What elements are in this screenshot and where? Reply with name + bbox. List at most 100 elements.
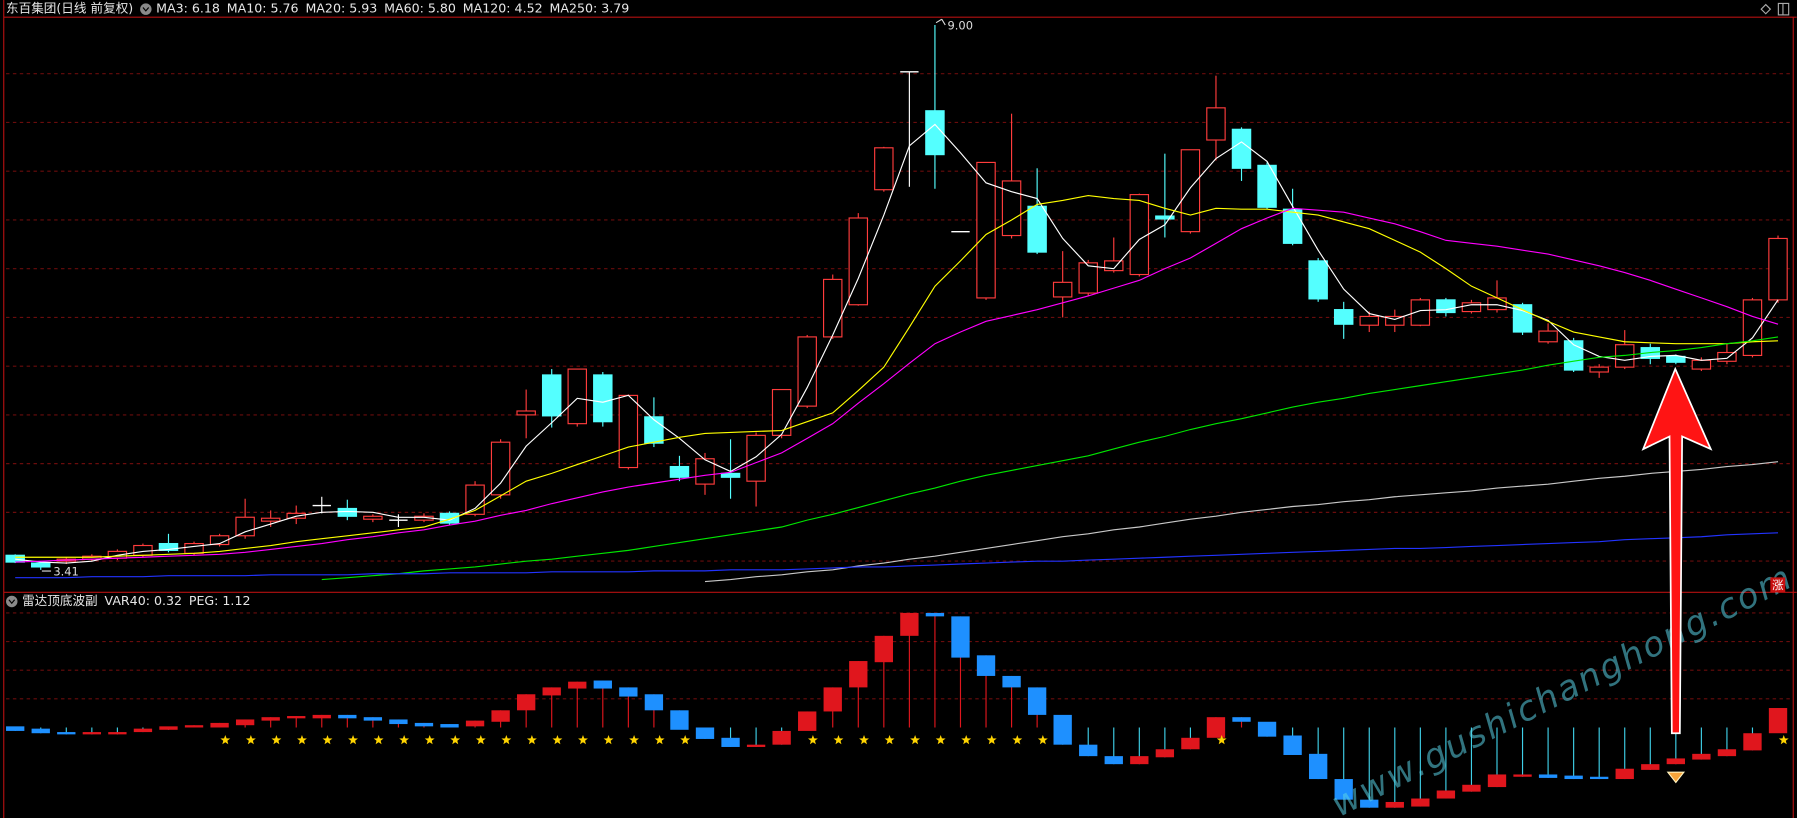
signal-star	[1012, 734, 1023, 745]
signal-star	[935, 734, 946, 745]
signal-star	[884, 734, 895, 745]
max-pointer	[935, 18, 946, 26]
signal-star	[271, 734, 282, 745]
candle-body	[1589, 366, 1609, 373]
indicator-legend: PEG: 1.12	[189, 593, 251, 608]
signal-star	[986, 734, 997, 745]
candle-body	[976, 161, 996, 299]
indicator-bar	[695, 727, 715, 739]
candle-body	[925, 110, 945, 156]
indicator-bar	[108, 732, 127, 735]
indicator-bar	[261, 717, 280, 721]
signal-star	[578, 734, 588, 745]
signal-star	[322, 734, 333, 745]
indicator-bar	[1513, 774, 1532, 777]
signal-star	[475, 734, 486, 745]
candle-body	[541, 374, 562, 417]
candle-body	[567, 368, 587, 425]
candle-body	[1180, 149, 1201, 233]
ma-line	[15, 123, 1779, 564]
candle-body	[1385, 315, 1405, 326]
indicator-bar	[1360, 799, 1379, 808]
indicator-bar	[82, 732, 102, 735]
candle-body	[593, 374, 613, 423]
candle-body	[1231, 128, 1252, 169]
candle-body	[695, 458, 715, 485]
indicator-bar	[1308, 753, 1328, 780]
candle-body	[874, 147, 894, 191]
indicator-bar	[1564, 775, 1583, 780]
ma-line	[15, 532, 1779, 579]
candle-body	[797, 336, 817, 407]
candle-body	[158, 542, 179, 551]
signal-star	[220, 734, 231, 745]
indicator-bar	[721, 737, 740, 747]
marks-layer: 9.00 3.41	[5, 18, 1789, 808]
indicator-bar	[1079, 744, 1098, 757]
indicator-bar	[1717, 749, 1737, 757]
indicator-bar	[1462, 784, 1481, 792]
indicator-bar	[57, 732, 76, 735]
signal-star	[526, 734, 537, 745]
candle-body	[1717, 351, 1737, 362]
signal-star	[424, 734, 435, 745]
indicator-bar	[1334, 779, 1353, 800]
candle-body	[1768, 237, 1788, 301]
legend-toggle-arrow	[8, 599, 16, 605]
indicator-bar	[1666, 758, 1685, 765]
indicator-bar	[849, 661, 868, 688]
candle-body	[1206, 107, 1226, 141]
signal-star	[245, 734, 256, 745]
candle-body	[1104, 260, 1124, 272]
legend-toggle[interactable]	[140, 3, 152, 15]
candle-body	[490, 441, 511, 496]
candle-body	[516, 410, 536, 416]
grid-layer	[6, 73, 1794, 700]
indicator-bar	[1385, 801, 1404, 808]
signal-diamond	[1666, 771, 1686, 784]
chart-title: 东百集团(日线 前复权)	[6, 1, 133, 16]
indicator-bar	[976, 655, 996, 676]
indicator-bar	[287, 716, 306, 719]
signal-star	[807, 734, 818, 745]
indicator-bar	[389, 719, 408, 725]
candle-body	[1563, 340, 1584, 371]
indicator-bar	[1257, 721, 1277, 737]
candle-body	[363, 515, 383, 520]
indicator-bar	[516, 694, 536, 711]
indicator-bar	[1436, 790, 1456, 799]
indicator-bar	[1411, 798, 1430, 807]
indicator-bar	[874, 635, 894, 663]
indicator-bar	[1130, 756, 1149, 765]
indicator-bar	[542, 687, 561, 696]
min-label: 3.41	[53, 565, 78, 579]
legend-entry: MA20: 5.93	[305, 1, 377, 16]
signal-star	[348, 734, 358, 745]
legend-entry: MA10: 5.76	[227, 1, 299, 16]
signal-star	[1216, 734, 1227, 745]
candle-body	[1155, 215, 1175, 220]
indicator-bar	[1590, 776, 1609, 780]
candle-body	[5, 554, 25, 563]
candle-body	[1359, 315, 1379, 326]
candle-body	[1666, 355, 1686, 363]
indicator-bar	[798, 711, 817, 731]
legend-entry: MA120: 4.52	[463, 1, 543, 16]
signal-star	[1037, 734, 1048, 745]
signal-star	[501, 734, 512, 745]
indicator-bar	[568, 681, 587, 689]
indicator-bar	[440, 724, 459, 728]
legend-toggle[interactable]	[6, 595, 18, 608]
indicator-bar	[1002, 675, 1021, 688]
indicator-bar	[593, 680, 612, 689]
indicator-bar	[414, 722, 434, 727]
candle-body	[669, 465, 690, 478]
candle-body	[1052, 281, 1073, 298]
icon-diamond[interactable]	[1760, 3, 1772, 15]
indicator-bar	[823, 687, 842, 712]
indicator-bar	[951, 616, 970, 658]
indicator-bar	[925, 612, 945, 617]
signal-star	[910, 734, 921, 745]
